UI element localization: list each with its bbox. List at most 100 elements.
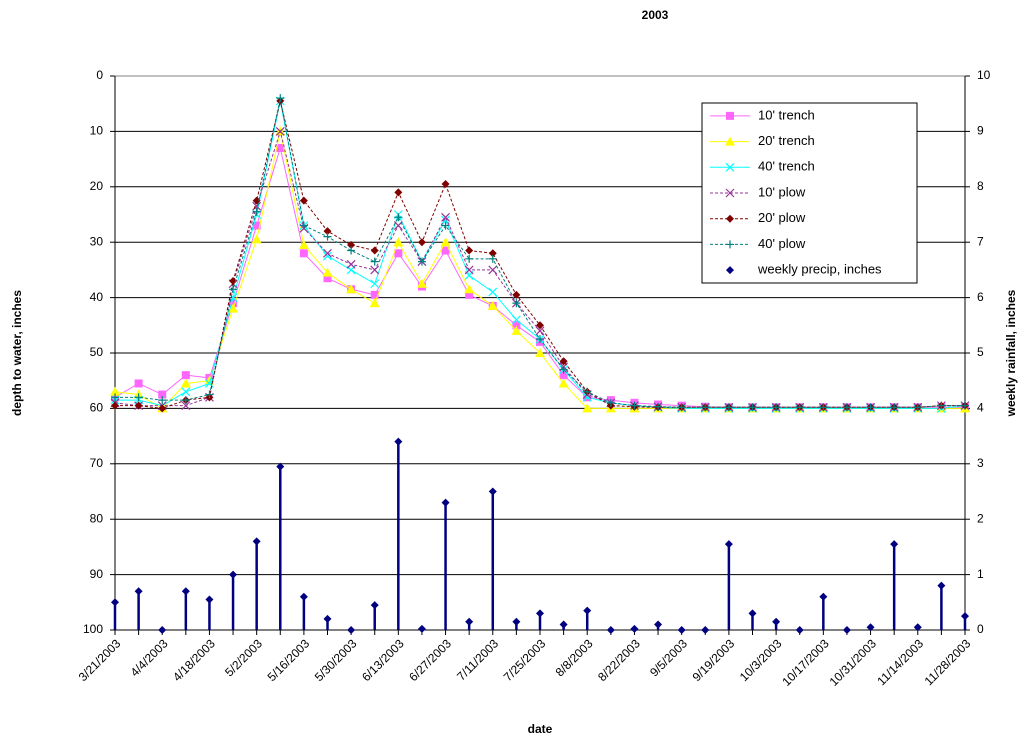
marker <box>842 626 851 634</box>
marker <box>842 403 851 412</box>
marker <box>417 257 426 266</box>
marker <box>535 348 545 357</box>
x-tick-label: 4/18/2003 <box>170 636 218 684</box>
marker <box>582 392 592 402</box>
marker <box>677 626 686 634</box>
marker <box>465 290 474 299</box>
legend-marker <box>726 240 734 249</box>
marker <box>512 290 521 299</box>
marker <box>276 94 285 103</box>
marker <box>180 378 191 388</box>
marker <box>606 398 615 407</box>
y-axis-label: depth to water, inches <box>10 290 24 416</box>
marker <box>512 617 521 626</box>
x-tick-label: 9/19/2003 <box>690 636 738 684</box>
x-axis-label: date <box>528 722 553 736</box>
marker <box>346 259 356 269</box>
marker <box>464 265 474 275</box>
marker <box>323 614 332 623</box>
marker <box>890 403 899 412</box>
marker <box>512 299 521 308</box>
marker <box>441 212 450 222</box>
marker <box>511 325 522 335</box>
x-tick-label: 6/13/2003 <box>359 636 407 684</box>
marker <box>866 403 875 412</box>
x-tick-label: 11/28/2003 <box>922 636 974 688</box>
marker <box>134 393 143 402</box>
marker <box>229 299 238 308</box>
marker <box>890 540 899 549</box>
marker <box>298 239 309 249</box>
x-tick-label: 4/4/2003 <box>128 636 171 679</box>
marker <box>511 315 521 325</box>
y-tick-label: 40 <box>90 290 104 304</box>
marker <box>370 265 380 275</box>
marker <box>229 276 238 285</box>
marker <box>488 265 498 275</box>
marker <box>181 396 190 405</box>
marker <box>724 403 733 412</box>
y-tick-label: 0 <box>96 68 103 82</box>
marker <box>512 321 521 330</box>
marker <box>961 401 969 410</box>
marker <box>795 626 804 634</box>
marker <box>701 403 710 412</box>
marker <box>487 300 498 310</box>
marker <box>322 267 333 277</box>
marker <box>654 620 663 629</box>
marker <box>465 617 474 626</box>
marker <box>559 365 568 374</box>
marker <box>181 387 191 397</box>
legend-label: 40' trench <box>758 159 815 174</box>
marker <box>111 393 119 402</box>
marker <box>937 401 946 410</box>
legend-label: 10' plow <box>758 184 806 199</box>
marker <box>346 284 357 294</box>
legend-label: 20' plow <box>758 210 806 225</box>
marker <box>370 290 379 299</box>
legend-marker <box>726 111 734 120</box>
marker <box>795 403 804 412</box>
marker <box>370 601 379 610</box>
marker <box>394 249 403 258</box>
marker <box>323 232 332 241</box>
legend-label: 40' plow <box>758 236 806 251</box>
legend-marker <box>725 162 735 172</box>
marker <box>630 401 639 410</box>
marker <box>913 623 922 632</box>
marker <box>110 386 120 396</box>
marker <box>441 180 450 189</box>
marker <box>111 401 119 410</box>
y-tick-label: 70 <box>90 456 104 470</box>
marker <box>488 487 497 496</box>
marker <box>488 249 497 258</box>
y2-tick-label: 8 <box>977 179 984 193</box>
y-tick-label: 10 <box>90 124 104 138</box>
y-tick-label: 50 <box>90 345 104 359</box>
marker <box>299 592 308 601</box>
marker <box>370 257 379 266</box>
marker <box>181 371 190 380</box>
marker <box>229 570 238 579</box>
y-tick-label: 100 <box>83 622 103 636</box>
marker <box>535 326 545 336</box>
x-tick-label: 10/17/2003 <box>779 636 832 689</box>
x-tick-label: 10/3/2003 <box>737 636 785 684</box>
marker <box>558 378 569 388</box>
marker <box>630 624 639 633</box>
legend-label: weekly precip, inches <box>757 262 882 277</box>
marker <box>158 390 167 399</box>
y-tick-label: 60 <box>90 401 104 415</box>
marker <box>252 196 261 205</box>
y-tick-label: 90 <box>90 567 104 581</box>
marker <box>606 626 615 634</box>
legend-box <box>701 102 918 284</box>
marker <box>347 240 356 249</box>
marker <box>370 246 379 255</box>
y2-tick-label: 1 <box>977 567 984 581</box>
marker <box>465 254 474 263</box>
marker <box>252 207 261 216</box>
marker <box>654 402 663 411</box>
marker <box>559 357 568 366</box>
marker <box>701 626 710 634</box>
